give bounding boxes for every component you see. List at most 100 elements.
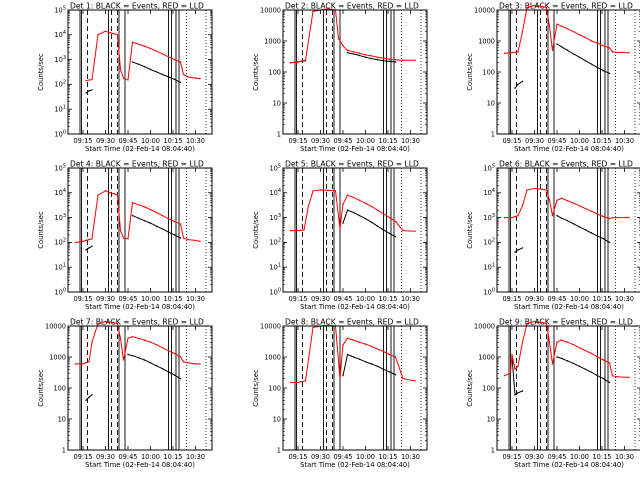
- data-point: [376, 56, 379, 58]
- y-tick-label: 100: [54, 287, 66, 296]
- data-point: [112, 321, 114, 324]
- data-point: [503, 216, 506, 219]
- data-point: [556, 341, 558, 343]
- data-point: [358, 52, 361, 55]
- y-tick-label: 1: [62, 446, 66, 454]
- x-tick-label: 10:00: [356, 453, 375, 461]
- x-tick-label: 09:45: [547, 295, 566, 303]
- data-point: [127, 353, 129, 356]
- data-point: [109, 32, 111, 34]
- x-tick-label: 09:45: [118, 137, 137, 145]
- data-point: [578, 205, 581, 207]
- data-point: [109, 192, 111, 194]
- data-point: [149, 47, 152, 50]
- plot-frame: [496, 325, 640, 451]
- data-point: [503, 52, 506, 55]
- data-point: [161, 214, 164, 217]
- x-tick-label: 10:15: [592, 295, 611, 303]
- events-series-line: [342, 353, 396, 376]
- data-point: [304, 59, 307, 61]
- x-tick-label: 09:15: [288, 295, 307, 303]
- lld-series-line: [290, 189, 416, 232]
- data-point: [596, 235, 599, 237]
- y-tick-label: 105: [54, 5, 66, 14]
- events-series-line: [514, 43, 610, 89]
- data-point: [514, 394, 516, 396]
- lld-series-line: [504, 320, 630, 378]
- data-point: [137, 63, 140, 65]
- data-point: [602, 70, 605, 72]
- events-series-line: [511, 356, 610, 396]
- data-point: [304, 380, 307, 382]
- data-point: [342, 45, 344, 47]
- data-point: [526, 322, 528, 325]
- data-point: [352, 51, 355, 53]
- data-point: [533, 320, 536, 323]
- data-point: [566, 360, 569, 362]
- data-point: [402, 59, 404, 61]
- data-point: [116, 34, 119, 36]
- data-point: [376, 58, 379, 61]
- data-point: [382, 229, 385, 231]
- data-point: [167, 56, 170, 58]
- y-tick-label: 1: [491, 446, 495, 454]
- data-point: [346, 209, 349, 211]
- data-point: [358, 214, 361, 217]
- data-point: [517, 51, 519, 53]
- data-point: [179, 377, 182, 380]
- data-point: [551, 214, 554, 217]
- data-point: [339, 377, 341, 380]
- data-point: [85, 92, 87, 94]
- x-tick-label: 10:00: [141, 137, 160, 145]
- x-tick-label: 09:30: [311, 295, 330, 303]
- y-tick-label: 100: [269, 287, 281, 296]
- panel-det-2: Det 2: BLACK = Events, RED = LLD 1 10 100 10…: [252, 2, 428, 153]
- data-point: [364, 361, 367, 363]
- panel-title: Det 7: BLACK = Events, RED = LLD: [70, 318, 204, 327]
- data-point: [358, 358, 361, 360]
- data-point: [608, 47, 611, 49]
- x-tick-label: 09:45: [118, 453, 137, 461]
- data-point: [179, 61, 182, 63]
- data-point: [173, 352, 176, 355]
- data-point: [376, 225, 379, 227]
- data-point: [297, 229, 299, 232]
- panel-title: Det 4: BLACK = Events, RED = LLD: [70, 160, 204, 169]
- y-tick-label: 10: [58, 415, 66, 423]
- x-tick-label: 09:15: [288, 137, 307, 145]
- data-point: [596, 42, 599, 44]
- x-axis-label: Start Time (02-Feb-14 08:04:40): [300, 303, 410, 311]
- data-point: [566, 341, 569, 343]
- plot-frame: [282, 167, 428, 293]
- data-point: [556, 214, 558, 217]
- panel-title: Det 3: BLACK = Events, RED = LLD: [499, 2, 633, 11]
- x-tick-label: 09:15: [288, 453, 307, 461]
- data-point: [122, 77, 125, 79]
- x-tick-label: 10:30: [615, 453, 634, 461]
- x-tick-label: 10:00: [570, 453, 589, 461]
- data-point: [602, 45, 605, 47]
- y-tick-label: 10000: [260, 322, 281, 330]
- x-tick-label: 10:30: [186, 295, 205, 303]
- panel-det-8: Det 8: BLACK = Events, RED = LLD 1 10 100 10…: [252, 318, 428, 469]
- data-point: [127, 337, 129, 340]
- x-tick-label: 09:15: [73, 453, 92, 461]
- data-point: [611, 374, 614, 377]
- data-point: [104, 190, 107, 192]
- data-point: [97, 194, 99, 196]
- data-point: [155, 225, 158, 227]
- data-point: [533, 4, 536, 7]
- data-point: [364, 56, 367, 58]
- data-point: [194, 77, 197, 79]
- x-tick-label: 09:45: [333, 295, 352, 303]
- y-tick-label: 101: [269, 263, 281, 272]
- y-tick-label: 103: [54, 213, 66, 222]
- x-axis-label: Start Time (02-Feb-14 08:04:40): [85, 461, 195, 469]
- data-point: [608, 381, 611, 384]
- panel-title: Det 6: BLACK = Events, RED = LLD: [499, 160, 633, 169]
- data-point: [511, 51, 513, 54]
- data-point: [119, 229, 122, 232]
- y-tick-label: 104: [269, 188, 281, 197]
- data-point: [131, 201, 134, 204]
- panel-det-5: Det 5: BLACK = Events, RED = LLD 100 101 10…: [252, 160, 428, 311]
